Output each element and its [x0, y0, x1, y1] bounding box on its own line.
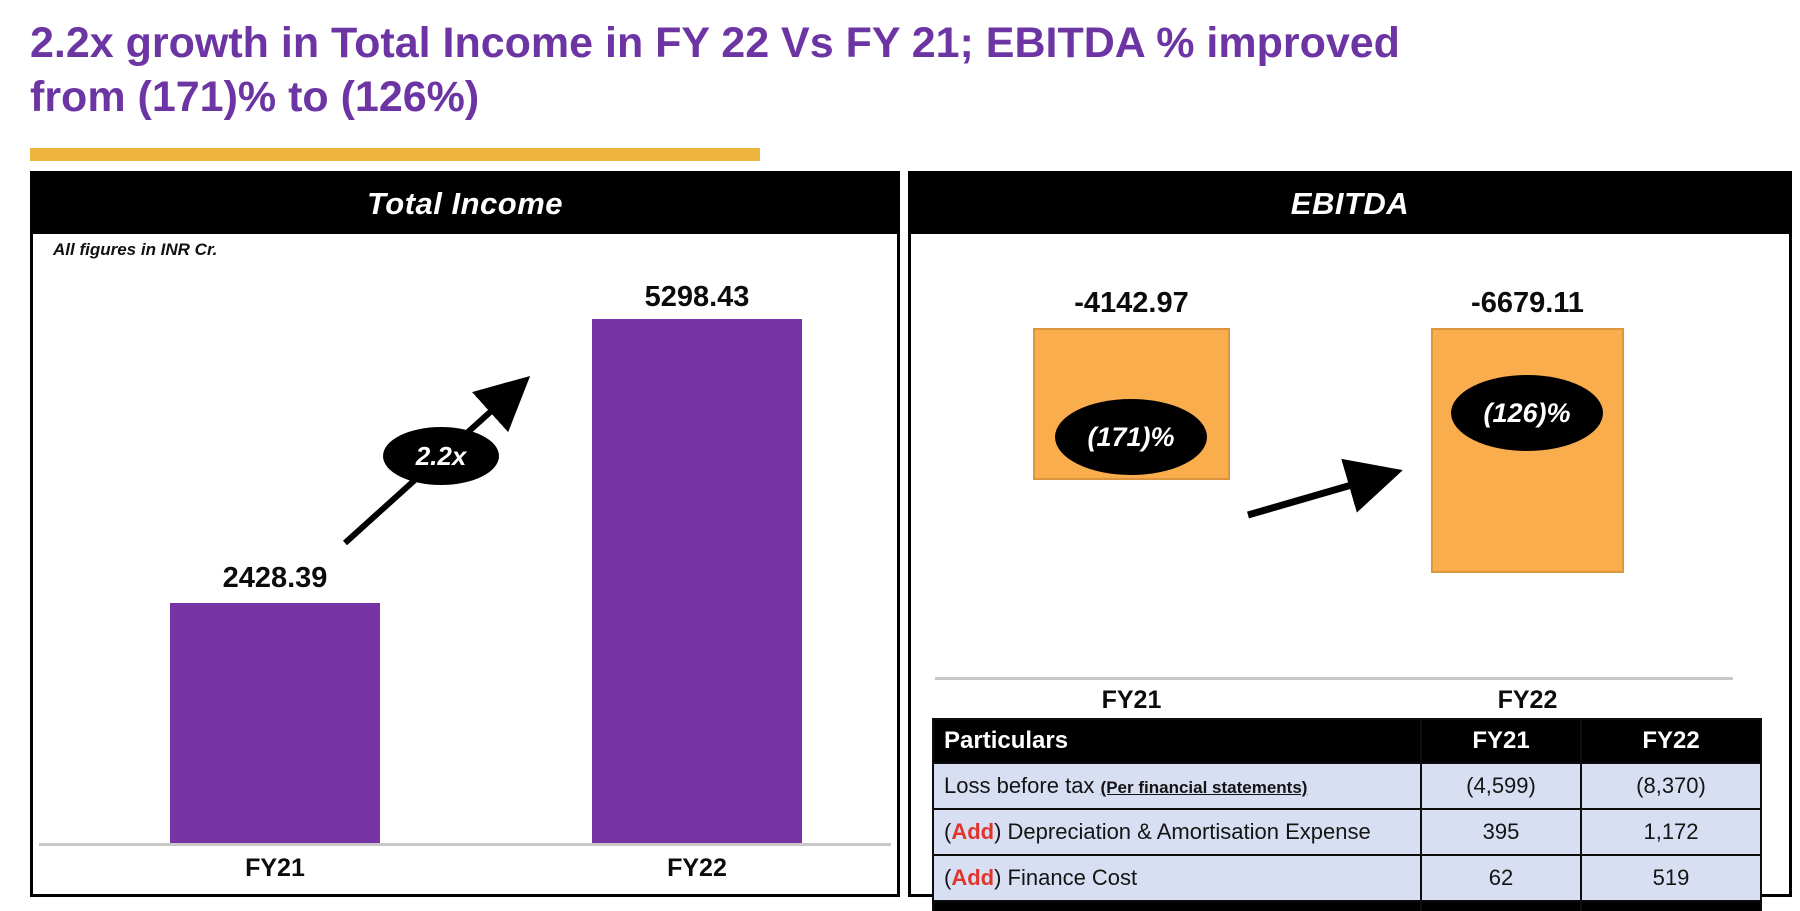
cell-fy22: 1,172 — [1580, 808, 1762, 856]
fy21-axis-label: FY21 — [245, 854, 305, 882]
row-label-loss-before-tax: Loss before tax (Per financial statement… — [932, 762, 1422, 810]
cell-fy22: 519 — [1580, 854, 1762, 902]
row-label-depreciation: (Add) Depreciation & Amortisation Expens… — [932, 808, 1422, 856]
cell-fy21: (4,599) — [1420, 762, 1582, 810]
add-highlight: Add — [951, 819, 995, 844]
fy21-value-label: 2428.39 — [222, 562, 328, 594]
ebitda-fy22-axis-label: FY22 — [1497, 686, 1558, 714]
total-income-header: Total Income — [33, 174, 897, 234]
row-label-finance-cost: (Add) Finance Cost — [932, 854, 1422, 902]
growth-badge-label: 2.2x — [415, 440, 467, 471]
total-income-panel: Total Income All figures in INR Cr. 2428… — [30, 171, 900, 897]
ebitda-fy22-pct-label: (126)% — [1483, 397, 1571, 428]
fy21-bar — [170, 603, 380, 843]
ebitda-fy21-value-label: -4142.97 — [1074, 287, 1189, 319]
add-highlight: Add — [951, 865, 995, 890]
growth-badge: 2.2x — [383, 427, 499, 485]
cell-fy21: 62 — [1420, 854, 1582, 902]
col-header-particulars: Particulars — [932, 718, 1422, 764]
table-header-row: Particulars FY21 FY22 — [932, 718, 1762, 764]
fy22-bar — [592, 319, 802, 843]
table-row: Loss before tax (Per financial statement… — [932, 762, 1762, 810]
ebitda-header: EBITDA — [911, 174, 1789, 234]
x-axis-line — [39, 843, 891, 846]
ebitda-axis-line — [935, 677, 1733, 680]
fy22-value-label: 5298.43 — [644, 281, 750, 313]
footer-fy22: (6,679) — [1580, 900, 1762, 911]
title-line-2: from (171)% to (126%) — [30, 73, 480, 121]
title-line-1: 2.2x growth in Total Income in FY 22 Vs … — [30, 19, 1400, 67]
cell-fy21: 395 — [1420, 808, 1582, 856]
table-row: (Add) Depreciation & Amortisation Expens… — [932, 808, 1762, 856]
ebitda-panel: EBITDA -4142.97 (171)% -6679.11 (126)% — [908, 171, 1792, 911]
total-income-chart: All figures in INR Cr. 2428.39 FY21 5298… — [33, 234, 897, 894]
ebitda-fy21-axis-label: FY21 — [1101, 686, 1162, 714]
cell-fy22: (8,370) — [1580, 762, 1762, 810]
figures-note: All figures in INR Cr. — [53, 240, 218, 259]
col-header-fy22: FY22 — [1580, 718, 1762, 764]
ebitda-fy21-pct-badge: (171)% — [1055, 399, 1207, 475]
ebitda-fy21-pct-label: (171)% — [1087, 421, 1175, 452]
table-footer-row: EBIDTA (4,143) (6,679) — [932, 900, 1762, 911]
ebitda-fy22-pct-badge: (126)% — [1451, 375, 1603, 451]
title-underline — [30, 148, 760, 161]
ebitda-fy22-value-label: -6679.11 — [1471, 287, 1584, 319]
ebitda-chart: -4142.97 (171)% -6679.11 (126)% — [911, 234, 1789, 911]
footer-label-ebidta: EBIDTA — [932, 900, 1422, 911]
col-header-fy21: FY21 — [1420, 718, 1582, 764]
per-financial-statements-note: (Per financial statements) — [1100, 778, 1308, 797]
table-row: (Add) Finance Cost 62 519 — [932, 854, 1762, 902]
fy22-axis-label: FY22 — [667, 854, 727, 882]
page-title: 2.2x growth in Total Income in FY 22 Vs … — [30, 16, 1400, 124]
ebitda-reconciliation-table: Particulars FY21 FY22 Loss before tax (P… — [932, 718, 1762, 911]
footer-fy21: (4,143) — [1420, 900, 1582, 911]
